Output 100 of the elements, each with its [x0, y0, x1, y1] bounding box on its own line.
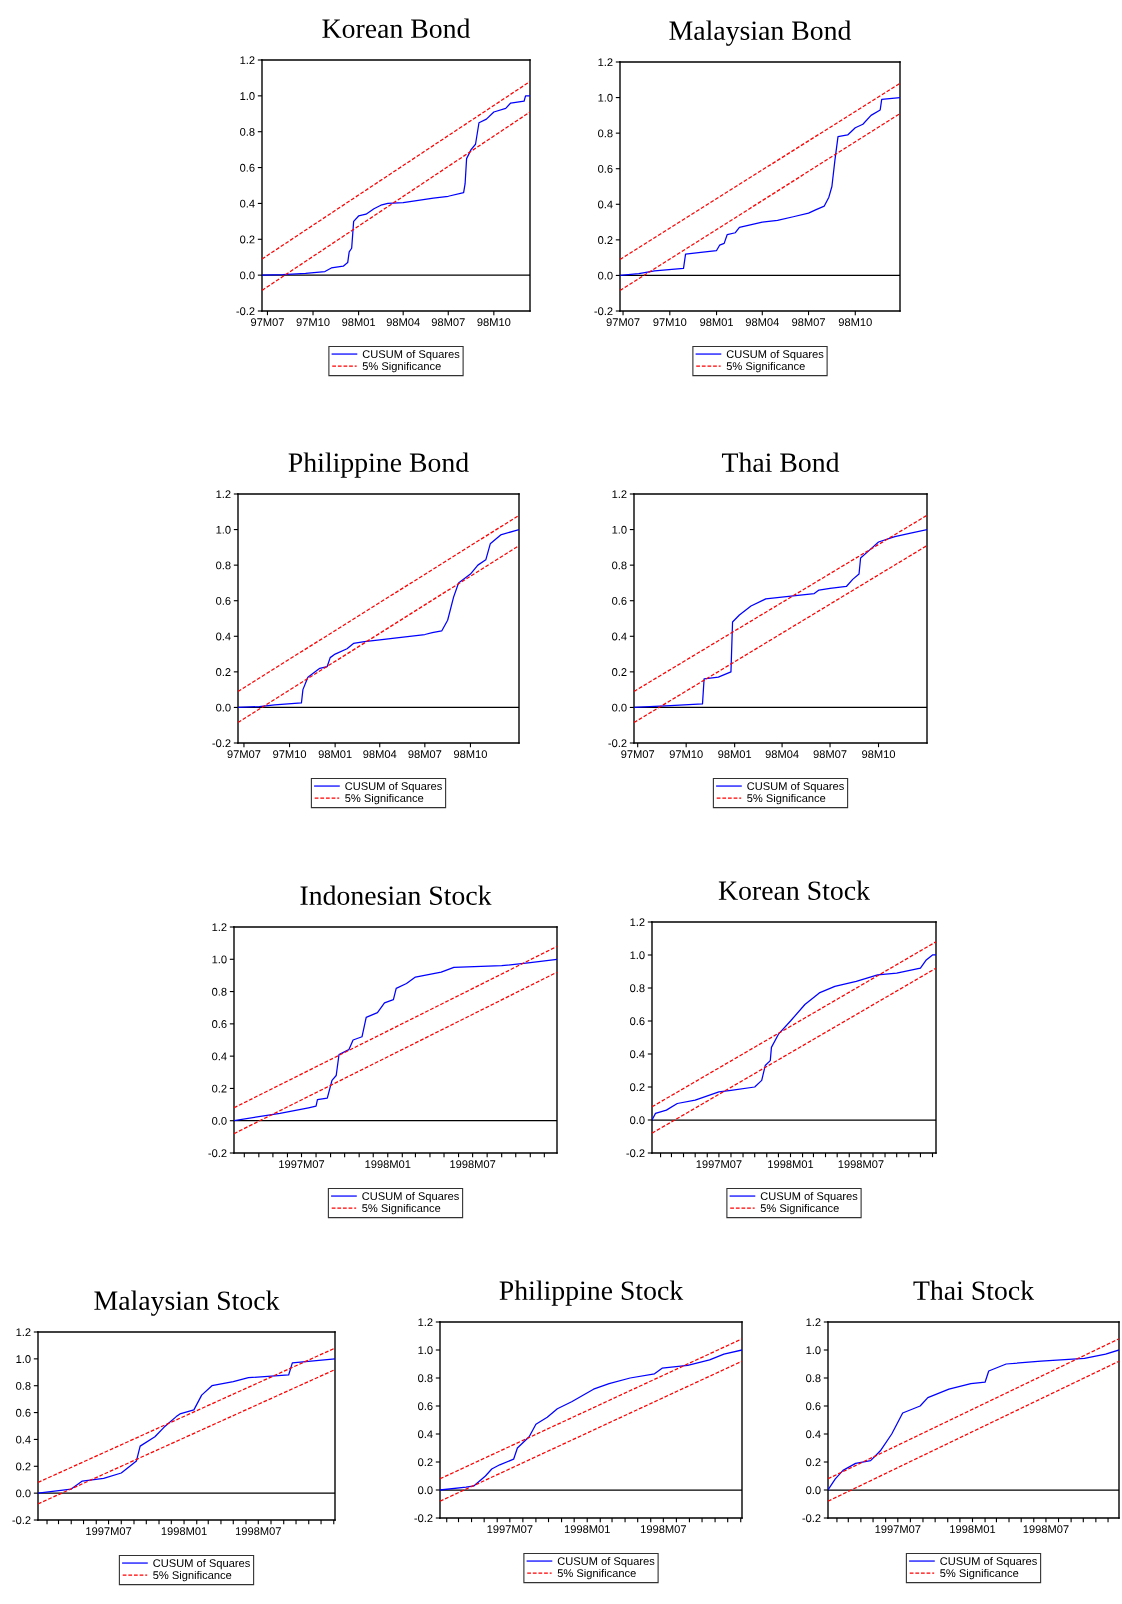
y-tick-label: 0.0: [598, 271, 613, 280]
chart-title: Thai Bond: [721, 452, 840, 473]
y-tick-label: 0.4: [612, 632, 627, 641]
y-tick-label: 0.0: [612, 703, 627, 712]
y-tick-label: 1.2: [612, 490, 627, 499]
y-tick-label: 0.4: [16, 1435, 31, 1444]
y-tick-label: 0.6: [216, 596, 231, 605]
legend-label: 5% Significance: [345, 793, 424, 805]
legend-label: CUSUM of Squares: [940, 1556, 1037, 1568]
x-tick-label: 97M10: [669, 750, 703, 759]
x-tick-label: 98M01: [342, 318, 376, 327]
y-tick-label: 1.2: [418, 1318, 433, 1327]
x-tick-label: 1998M01: [768, 1160, 814, 1169]
y-tick-label: -0.2: [208, 1149, 227, 1158]
x-tick-label: 98M07: [813, 750, 847, 759]
x-tick-label: 98M10: [453, 750, 487, 759]
y-tick-label: -0.2: [608, 739, 627, 748]
y-tick-label: 0.2: [612, 668, 627, 676]
legend-label: 5% Significance: [153, 1570, 232, 1582]
y-tick-label: 0.6: [598, 164, 613, 173]
x-tick-label: 1997M07: [86, 1527, 132, 1536]
legend-label: 5% Significance: [940, 1568, 1019, 1580]
y-tick-label: 1.2: [16, 1328, 31, 1337]
y-tick-label: 0.4: [212, 1052, 227, 1061]
y-tick-label: 0.8: [240, 127, 255, 136]
y-tick-label: 1.2: [598, 58, 613, 67]
y-tick-label: 0.0: [418, 1486, 433, 1495]
x-tick-label: 1998M01: [564, 1525, 610, 1534]
y-tick-label: 0.8: [16, 1381, 31, 1390]
y-tick-label: 0.6: [630, 1017, 645, 1026]
y-tick-label: 1.2: [630, 918, 645, 927]
chart-title: Philippine Bond: [288, 452, 469, 478]
chart-title: Korean Bond: [322, 18, 471, 39]
legend-label: CUSUM of Squares: [153, 1558, 250, 1570]
y-tick-label: 1.0: [598, 93, 613, 102]
chart-title: Philippine Stock: [499, 1280, 684, 1306]
legend-label: CUSUM of Squares: [557, 1556, 655, 1568]
y-tick-label: 0.6: [240, 163, 255, 172]
x-tick-label: 97M07: [227, 750, 261, 759]
x-tick-label: 1998M07: [1023, 1525, 1069, 1534]
legend-label: 5% Significance: [362, 361, 441, 373]
y-tick-label: 0.4: [806, 1430, 821, 1439]
legend-label: CUSUM of Squares: [760, 1191, 858, 1203]
y-tick-label: -0.2: [626, 1149, 645, 1158]
chart-title: Korean Stock: [718, 880, 870, 901]
chart-title: Malaysian Bond: [669, 20, 852, 46]
y-tick-label: 0.6: [16, 1408, 31, 1417]
x-tick-label: 1997M07: [875, 1525, 921, 1534]
y-tick-label: 0.2: [240, 235, 255, 244]
y-tick-label: 0.4: [240, 199, 255, 208]
y-tick-label: -0.2: [594, 307, 613, 316]
y-tick-label: 0.6: [418, 1402, 433, 1411]
legend-label: CUSUM of Squares: [362, 349, 460, 361]
legend-label: CUSUM of Squares: [362, 1191, 459, 1203]
y-tick-label: 0.6: [612, 596, 627, 605]
x-tick-label: 98M10: [838, 318, 872, 327]
y-tick-label: 0.0: [630, 1116, 645, 1125]
y-tick-label: 1.2: [806, 1318, 821, 1327]
x-tick-label: 97M07: [250, 318, 284, 327]
y-tick-label: 0.8: [612, 561, 627, 570]
x-tick-label: 98M04: [386, 318, 420, 327]
y-tick-label: 1.0: [212, 955, 227, 964]
x-tick-label: 1998M01: [161, 1527, 207, 1536]
y-tick-label: 1.2: [240, 56, 255, 65]
y-tick-label: 1.0: [806, 1346, 821, 1355]
y-tick-label: 1.0: [240, 92, 255, 100]
x-tick-label: 97M10: [653, 318, 687, 327]
y-tick-label: 1.0: [216, 525, 231, 534]
legend-label: 5% Significance: [760, 1203, 839, 1215]
legend-label: CUSUM of Squares: [345, 781, 442, 793]
x-tick-label: 98M01: [318, 750, 352, 759]
x-tick-label: 98M04: [363, 750, 397, 759]
y-tick-label: 0.8: [212, 987, 227, 996]
y-tick-label: 0.6: [212, 1020, 227, 1028]
y-tick-label: 1.0: [16, 1355, 31, 1363]
x-tick-label: 98M07: [408, 750, 442, 759]
x-tick-label: 1998M07: [838, 1160, 884, 1169]
x-tick-label: 1997M07: [696, 1160, 742, 1169]
legend-label: 5% Significance: [557, 1568, 636, 1580]
x-tick-label: 97M10: [273, 750, 307, 759]
x-tick-label: 1998M07: [641, 1525, 686, 1534]
y-tick-label: 0.2: [598, 236, 613, 244]
y-tick-label: 0.8: [216, 561, 231, 570]
x-tick-label: 97M07: [621, 750, 655, 759]
legend-label: 5% Significance: [726, 361, 805, 373]
y-tick-label: -0.2: [236, 307, 255, 316]
y-tick-label: 0.0: [240, 271, 255, 280]
y-tick-label: 0.0: [212, 1116, 227, 1125]
y-tick-label: 0.4: [216, 632, 231, 641]
x-tick-label: 1998M01: [950, 1525, 996, 1534]
x-tick-label: 98M10: [477, 318, 511, 327]
chart-title: Indonesian Stock: [300, 885, 492, 906]
x-tick-label: 1998M07: [235, 1527, 281, 1536]
y-tick-label: -0.2: [802, 1514, 821, 1523]
x-tick-label: 98M04: [765, 750, 799, 759]
x-tick-label: 98M01: [700, 318, 733, 327]
legend-label: 5% Significance: [747, 793, 826, 805]
y-tick-label: 0.8: [806, 1374, 821, 1383]
x-tick-label: 1998M07: [450, 1160, 496, 1169]
y-tick-label: 1.2: [212, 923, 227, 932]
